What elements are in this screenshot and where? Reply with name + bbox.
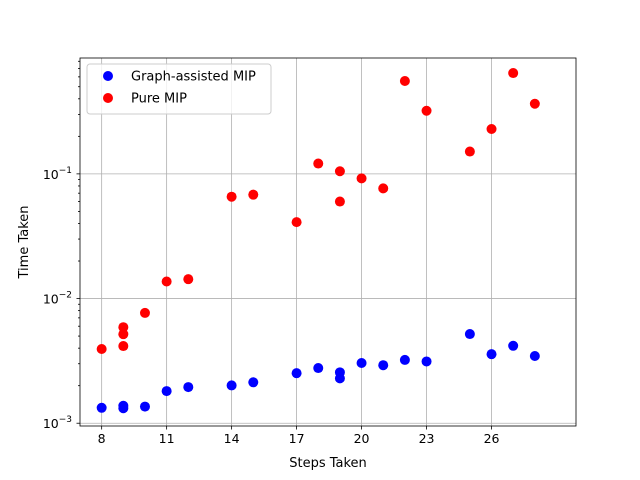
legend-label-graph-assisted: Graph-assisted MIP <box>131 70 256 85</box>
pure-mip-point <box>226 191 237 202</box>
x-tick-label: 17 <box>289 431 305 446</box>
x-tick-label: 23 <box>419 431 435 446</box>
x-tick-label: 14 <box>224 431 240 446</box>
pure-mip-point <box>161 276 172 287</box>
plot-frame <box>79 57 577 427</box>
graph-assisted-point <box>378 360 389 371</box>
legend-marker-graph-assisted <box>103 71 113 81</box>
y-tick-label: 10−2 <box>43 291 72 307</box>
pure-mip-point <box>378 183 389 194</box>
pure-mip-point <box>313 158 324 169</box>
x-tick-label: 26 <box>484 431 500 446</box>
graph-assisted-point <box>96 402 107 413</box>
graph-assisted-point <box>313 363 324 374</box>
graph-assisted-point <box>248 377 259 388</box>
legend-label-pure-mip: Pure MIP <box>131 92 187 107</box>
legend: Graph-assisted MIP Pure MIP <box>86 63 272 115</box>
x-axis: 8 11 14 17 20 23 26 <box>98 426 500 446</box>
graph-assisted-point <box>139 401 150 412</box>
pure-mip-point <box>508 68 519 79</box>
pure-mip-point <box>334 166 345 177</box>
y-axis-label: Time Taken <box>17 205 32 279</box>
legend-marker-pure-mip <box>103 93 113 103</box>
pure-mip-point <box>529 98 540 109</box>
graph-assisted-point <box>118 403 129 414</box>
graph-assisted-point <box>334 373 345 384</box>
graph-assisted-point <box>399 354 410 365</box>
data-points <box>96 68 540 414</box>
legend-box <box>86 63 272 115</box>
graph-assisted-point <box>161 386 172 397</box>
pure-mip-point <box>118 329 129 340</box>
graph-assisted-point <box>508 340 519 351</box>
pure-mip-point <box>334 196 345 207</box>
x-tick-label: 8 <box>98 431 106 446</box>
y-tick-label: 10−1 <box>43 166 72 182</box>
pure-mip-point <box>421 105 432 116</box>
pure-mip-point <box>183 274 194 285</box>
pure-mip-point <box>96 343 107 354</box>
pure-mip-point <box>356 173 367 184</box>
x-axis-label: Steps Taken <box>289 456 367 471</box>
pure-mip-point <box>291 217 302 228</box>
graph-assisted-point <box>486 349 497 360</box>
grid <box>80 58 576 426</box>
pure-mip-point <box>464 146 475 157</box>
x-tick-label: 11 <box>159 431 175 446</box>
pure-mip-point <box>399 75 410 86</box>
y-tick-label: 10−3 <box>43 415 72 431</box>
graph-assisted-point <box>464 329 475 340</box>
graph-assisted-point <box>421 356 432 367</box>
graph-assisted-point <box>226 380 237 391</box>
graph-assisted-point <box>356 358 367 369</box>
pure-mip-point <box>486 124 497 135</box>
pure-mip-point <box>118 341 129 352</box>
pure-mip-point <box>248 189 259 200</box>
y-axis: 10−3 10−2 10−1 <box>43 60 80 431</box>
x-tick-label: 20 <box>354 431 370 446</box>
graph-assisted-point <box>183 382 194 393</box>
graph-assisted-point <box>529 351 540 362</box>
graph-assisted-point <box>291 368 302 379</box>
pure-mip-point <box>118 322 129 333</box>
pure-mip-point <box>139 307 150 318</box>
